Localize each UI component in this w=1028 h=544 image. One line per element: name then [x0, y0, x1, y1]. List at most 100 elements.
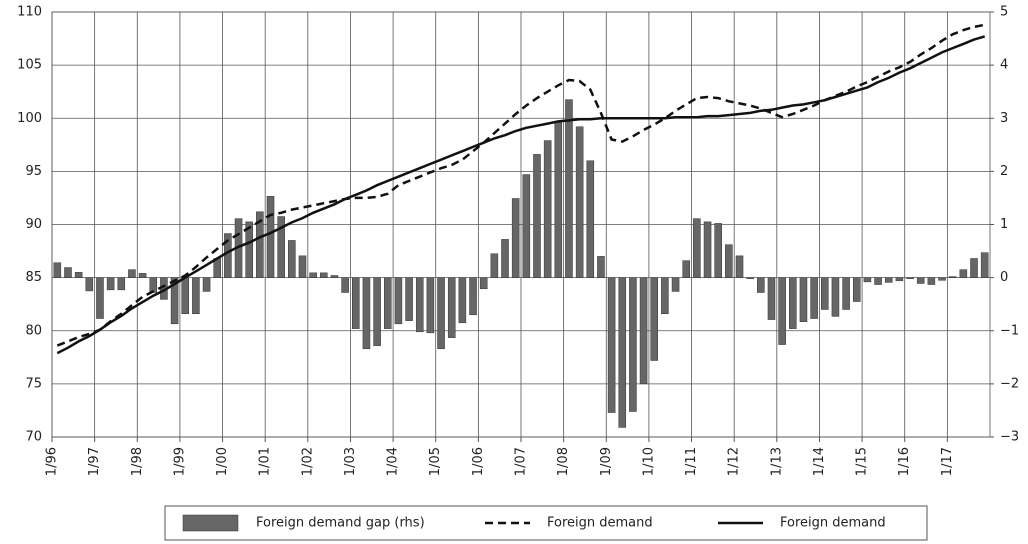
bar: [277, 216, 285, 278]
bar: [469, 277, 477, 316]
x-tick-label: 1/12: [727, 447, 742, 476]
y-tick-label: 90: [25, 217, 42, 232]
bar: [597, 256, 605, 278]
bar: [447, 277, 456, 338]
bar: [884, 277, 893, 283]
bar: [906, 277, 914, 279]
bar: [916, 277, 925, 284]
bar: [714, 223, 722, 278]
bar: [799, 277, 808, 322]
x-tick-label: 1/08: [556, 447, 571, 476]
y-tick-label: 70: [25, 430, 42, 445]
x-tick-label: 1/16: [897, 447, 912, 476]
bar: [181, 277, 190, 314]
x-tick-label: 1/98: [130, 447, 145, 476]
bar: [85, 277, 94, 292]
bar: [757, 277, 765, 293]
bar: [341, 277, 349, 293]
bar: [320, 272, 328, 278]
bar: [501, 239, 509, 278]
x-tick-label: 1/07: [514, 447, 529, 476]
bar: [202, 277, 211, 292]
bar: [437, 277, 445, 350]
y-tick-label: 110: [17, 5, 42, 20]
y-tick-label: 100: [17, 111, 42, 126]
x-tick-label: 1/15: [855, 447, 870, 476]
legend-swatch: [182, 514, 239, 532]
bar: [693, 218, 701, 278]
bar: [192, 277, 200, 314]
bar: [948, 276, 957, 278]
y-tick-label: 95: [25, 164, 42, 179]
bar: [106, 277, 115, 291]
x-tick-label: 1/11: [684, 447, 699, 476]
x-tick-label: 1/99: [172, 447, 187, 476]
bar: [682, 260, 690, 278]
bar: [927, 277, 936, 285]
bar: [458, 277, 467, 324]
x-tick-label: 1/97: [87, 447, 102, 476]
bar: [394, 277, 403, 325]
bar: [650, 277, 659, 361]
bar: [725, 244, 733, 278]
bar: [170, 277, 179, 325]
y2-tick-label: 3: [1000, 111, 1008, 126]
bar: [522, 174, 531, 278]
bar: [330, 275, 339, 278]
y2-tick-label: 2: [1000, 164, 1008, 179]
bar: [245, 221, 253, 278]
bar: [533, 154, 541, 278]
bar: [373, 277, 381, 346]
x-tick-label: 1/00: [215, 447, 230, 476]
bar: [629, 277, 637, 412]
y2-tick-label: −3: [1000, 430, 1019, 445]
x-tick-label: 1/09: [599, 447, 614, 476]
x-tick-label: 1/01: [258, 447, 273, 476]
bar: [74, 272, 83, 278]
y2-tick-label: 1: [1000, 217, 1008, 232]
bar: [778, 277, 786, 345]
bar: [618, 277, 627, 428]
x-tick-label: 1/96: [45, 447, 60, 476]
y-tick-label: 85: [25, 270, 42, 285]
bar: [703, 221, 712, 278]
legend: Foreign demand gap (rhs) Foreign demand Fo…: [164, 505, 928, 541]
x-tick-label: 1/03: [343, 447, 358, 476]
legend-label: Foreign demand gap (rhs): [256, 516, 425, 531]
legend-label: Foreign demand: [780, 516, 886, 531]
bar: [64, 267, 72, 278]
x-tick-label: 1/06: [471, 447, 486, 476]
bar: [383, 277, 392, 329]
y-tick-label: 105: [17, 58, 42, 73]
bar: [405, 277, 413, 321]
bar: [128, 269, 136, 278]
bar: [256, 211, 264, 278]
y-tick-label: 80: [25, 323, 42, 338]
bar: [810, 277, 818, 319]
legend-frame: [164, 505, 928, 541]
bar: [479, 277, 488, 290]
bar: [426, 277, 435, 334]
bar: [543, 140, 552, 278]
bar: [874, 277, 882, 285]
bar: [352, 277, 360, 329]
bar: [96, 277, 104, 319]
x-tick-label: 1/10: [641, 447, 656, 476]
y2-tick-label: −2: [1000, 376, 1019, 391]
bar: [586, 160, 595, 278]
bar: [821, 277, 829, 310]
x-tick-label: 1/05: [428, 447, 443, 476]
bar: [138, 273, 147, 278]
bar: [511, 198, 520, 278]
bar: [735, 255, 744, 278]
bar: [852, 277, 861, 302]
bar: [298, 255, 307, 278]
bar: [415, 277, 424, 333]
bar: [117, 277, 126, 291]
bar: [863, 277, 872, 283]
bar: [895, 277, 904, 282]
bar: [639, 277, 648, 385]
bar: [288, 240, 296, 278]
bar: [959, 269, 968, 278]
